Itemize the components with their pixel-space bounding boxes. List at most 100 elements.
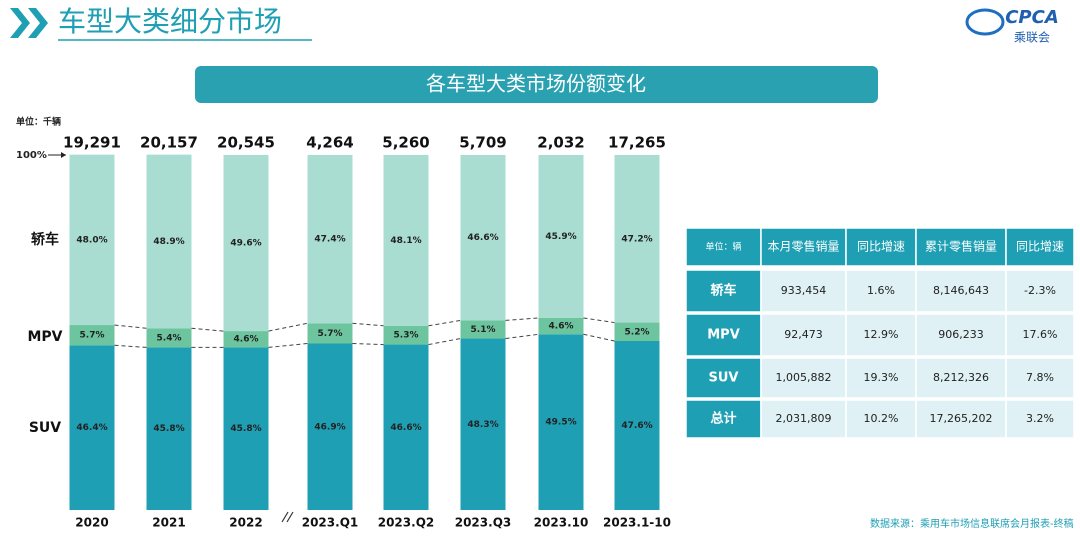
table-text: 轿车 bbox=[710, 283, 736, 299]
value-label: 5.1% bbox=[471, 325, 496, 335]
chart-title: 各车型大类市场份额变化 bbox=[426, 72, 646, 96]
table-cell bbox=[1005, 399, 1075, 439]
table-text: 933,454 bbox=[781, 284, 827, 297]
bar-segment bbox=[69, 154, 115, 326]
connector bbox=[505, 333, 539, 340]
table-text: 3.2% bbox=[1026, 412, 1054, 425]
table-cell bbox=[845, 399, 917, 439]
connector bbox=[583, 317, 615, 324]
logo-sub: 乘联会 bbox=[1014, 31, 1050, 45]
value-label: 48.1% bbox=[390, 236, 421, 246]
connector bbox=[114, 344, 147, 348]
connector bbox=[428, 338, 461, 346]
table-cell bbox=[915, 399, 1007, 439]
bar-segment bbox=[223, 155, 269, 332]
total-label: 19,291 bbox=[63, 134, 121, 152]
table-header: 同比增速 bbox=[1016, 240, 1064, 254]
table-cell bbox=[1005, 269, 1075, 313]
table-text: 92,473 bbox=[784, 328, 823, 341]
x-tick-label: 2023.Q3 bbox=[455, 516, 512, 530]
value-label: 46.6% bbox=[467, 233, 498, 243]
chart-title-banner bbox=[195, 66, 878, 103]
logo-mark bbox=[965, 8, 1005, 36]
bar-segment bbox=[538, 317, 584, 335]
table-cell bbox=[1005, 313, 1075, 357]
total-label: 17,265 bbox=[608, 134, 666, 152]
value-label: 45.9% bbox=[545, 232, 576, 242]
table-text: 8,146,643 bbox=[933, 284, 989, 297]
table-cell bbox=[760, 399, 847, 439]
source: 数据来源：乘用车市场信息联席会月报表-终稿 bbox=[870, 517, 1074, 530]
table-text: 12.9% bbox=[864, 328, 899, 341]
total-label: 4,264 bbox=[306, 134, 353, 152]
table-cell bbox=[685, 399, 762, 439]
x-tick-label: 2023.1-10 bbox=[603, 516, 671, 530]
table-text: 总计 bbox=[710, 411, 736, 427]
bar-segment bbox=[460, 320, 506, 339]
value-label: 47.2% bbox=[621, 234, 652, 244]
series-label: SUV bbox=[29, 420, 61, 436]
value-label: 5.7% bbox=[80, 331, 105, 341]
table-text: 8,212,326 bbox=[933, 371, 989, 384]
bar-segment bbox=[69, 325, 115, 346]
bar-segment bbox=[383, 325, 429, 345]
logo-text: CPCA bbox=[1005, 7, 1059, 28]
bar-segment bbox=[223, 347, 269, 510]
value-label: 45.8% bbox=[153, 424, 184, 434]
table-cell bbox=[760, 269, 847, 313]
value-label: 46.9% bbox=[314, 422, 345, 432]
value-label: 4.6% bbox=[234, 335, 259, 345]
connector bbox=[114, 324, 147, 329]
x-tick-label: 2023.Q2 bbox=[378, 516, 435, 530]
table-text: 2,031,809 bbox=[776, 412, 832, 425]
value-label: 47.6% bbox=[621, 421, 652, 431]
table-cell bbox=[915, 313, 1007, 357]
connector bbox=[352, 343, 384, 346]
connector bbox=[352, 322, 384, 327]
bar-segment bbox=[383, 344, 429, 510]
bar-segment bbox=[538, 155, 584, 318]
arrow-head bbox=[61, 152, 66, 158]
value-label: 5.3% bbox=[394, 331, 419, 341]
axis-break bbox=[281, 511, 294, 523]
bar-segment bbox=[69, 345, 115, 510]
bar-segment bbox=[146, 347, 192, 510]
table-header: 同比增速 bbox=[857, 240, 905, 254]
value-label: 49.5% bbox=[545, 418, 576, 428]
value-label: 48.9% bbox=[153, 237, 184, 247]
bar-segment bbox=[307, 323, 353, 344]
series-label: MPV bbox=[27, 329, 62, 345]
table-cell bbox=[845, 357, 917, 399]
bar-segment bbox=[307, 343, 353, 510]
bar-segment bbox=[223, 331, 269, 348]
table-cell bbox=[685, 269, 762, 313]
series-label: 轿车 bbox=[31, 231, 59, 248]
table-header: 本月零售销量 bbox=[767, 239, 839, 254]
table-text: 19.3% bbox=[864, 371, 899, 384]
value-label: 46.6% bbox=[390, 423, 421, 433]
x-tick-label: 2023.10 bbox=[534, 516, 589, 530]
unit-label: 单位：千辆 bbox=[16, 116, 61, 128]
x-tick-label: 2023.Q1 bbox=[302, 516, 359, 530]
value-label: 5.4% bbox=[157, 333, 182, 343]
bar-segment bbox=[307, 155, 353, 324]
value-label: 5.7% bbox=[318, 329, 343, 339]
bar-segment bbox=[146, 328, 192, 348]
table-text: 1.6% bbox=[867, 284, 895, 297]
x-tick-label: 2020 bbox=[75, 516, 108, 530]
x-tick-label: 2022 bbox=[229, 516, 262, 530]
bar-segment bbox=[614, 341, 660, 510]
table-cell bbox=[1005, 227, 1075, 267]
connector bbox=[505, 317, 539, 321]
table-text: MPV bbox=[707, 328, 740, 343]
total-label: 5,260 bbox=[382, 134, 429, 152]
table-cell bbox=[845, 227, 917, 267]
table-text: 17,265,202 bbox=[930, 412, 993, 425]
total-label: 20,157 bbox=[140, 134, 198, 152]
bar-segment bbox=[383, 155, 429, 326]
table-text: 10.2% bbox=[864, 412, 899, 425]
value-label: 48.3% bbox=[467, 420, 498, 430]
connector bbox=[191, 327, 224, 332]
table-cell bbox=[760, 227, 847, 267]
